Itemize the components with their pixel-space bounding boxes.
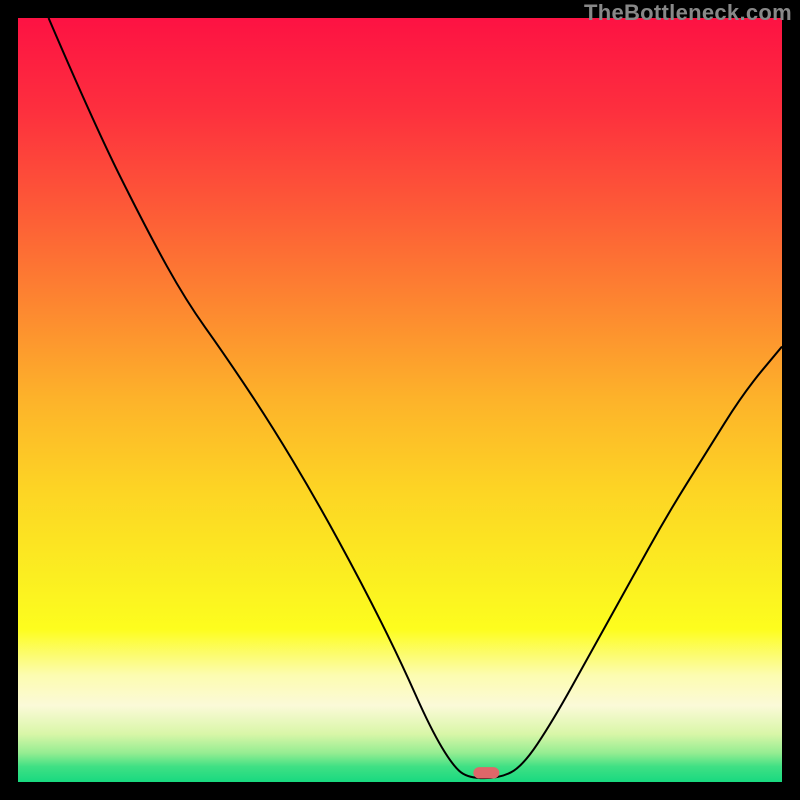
watermark-text: TheBottleneck.com [584, 0, 792, 26]
chart-frame: TheBottleneck.com [0, 0, 800, 800]
chart-background [18, 18, 782, 782]
bottleneck-chart [18, 18, 782, 782]
optimal-marker [473, 767, 499, 778]
